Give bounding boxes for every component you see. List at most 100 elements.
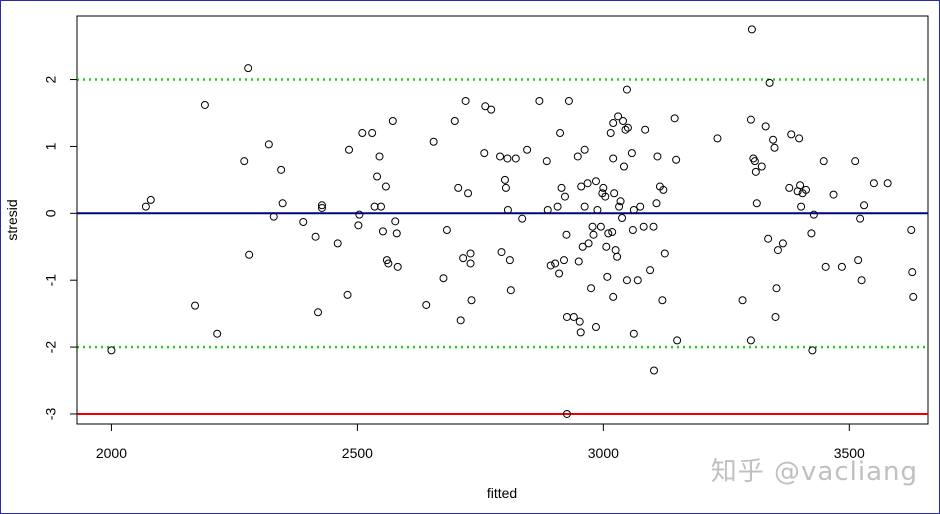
data-point xyxy=(854,256,863,265)
data-point xyxy=(354,221,363,230)
data-point xyxy=(591,323,600,332)
data-point xyxy=(609,292,618,301)
data-point xyxy=(535,96,544,105)
data-point xyxy=(523,145,532,154)
data-point xyxy=(807,229,816,238)
data-point xyxy=(609,154,618,163)
data-point xyxy=(673,336,682,345)
data-point xyxy=(575,317,584,326)
data-point xyxy=(596,222,605,231)
data-point xyxy=(553,202,562,211)
y-tick-label: 0 xyxy=(43,209,59,217)
data-point xyxy=(466,259,475,268)
data-point xyxy=(191,301,200,310)
data-point xyxy=(738,296,747,305)
data-point xyxy=(713,134,722,143)
data-point xyxy=(808,346,817,355)
data-point xyxy=(659,185,668,194)
data-point xyxy=(613,252,622,261)
x-tick-label: 2000 xyxy=(96,445,127,461)
data-point xyxy=(314,308,323,317)
data-point xyxy=(772,284,781,293)
data-point xyxy=(629,205,638,214)
data-point xyxy=(851,157,860,166)
data-point xyxy=(588,222,597,231)
data-point xyxy=(578,242,587,251)
data-point xyxy=(765,78,774,87)
data-point xyxy=(785,183,794,192)
data-point xyxy=(200,100,209,109)
data-point xyxy=(610,189,619,198)
data-point xyxy=(821,262,830,271)
data-point xyxy=(392,229,401,238)
y-axis-label: stresid xyxy=(4,199,20,240)
data-point xyxy=(461,96,470,105)
data-point xyxy=(658,296,667,305)
data-point xyxy=(770,143,779,152)
data-point xyxy=(213,329,222,338)
data-point xyxy=(487,105,496,114)
data-point xyxy=(311,232,320,241)
data-point xyxy=(345,145,354,154)
x-tick-label: 3500 xyxy=(834,445,865,461)
data-point xyxy=(278,199,287,208)
data-point xyxy=(555,269,564,278)
data-point xyxy=(505,256,514,265)
data-point xyxy=(672,155,681,164)
data-point xyxy=(500,175,509,184)
plot-area-box xyxy=(76,15,929,425)
data-point xyxy=(660,249,669,258)
data-point xyxy=(764,234,773,243)
data-point xyxy=(466,249,475,258)
data-point xyxy=(264,140,273,149)
data-point xyxy=(580,145,589,154)
data-point xyxy=(620,162,629,171)
data-point xyxy=(442,226,451,235)
data-point xyxy=(497,248,506,257)
data-point xyxy=(599,183,608,192)
data-point xyxy=(618,213,627,222)
data-point xyxy=(751,167,760,176)
data-point xyxy=(584,239,593,248)
data-point xyxy=(574,257,583,266)
data-point xyxy=(795,134,804,143)
data-point xyxy=(639,222,648,231)
data-point xyxy=(480,149,489,158)
x-tick-label: 2500 xyxy=(342,445,373,461)
data-point xyxy=(627,149,636,158)
data-point xyxy=(378,227,387,236)
data-point xyxy=(546,261,555,270)
data-point xyxy=(583,179,592,188)
data-point xyxy=(653,152,662,161)
data-point xyxy=(819,157,828,166)
data-point xyxy=(562,409,571,418)
data-point xyxy=(299,218,308,227)
data-point xyxy=(573,152,582,161)
data-point xyxy=(614,112,623,121)
data-point xyxy=(551,259,560,268)
data-point xyxy=(629,329,638,338)
data-point xyxy=(562,230,571,239)
data-point xyxy=(146,195,155,204)
data-point xyxy=(373,172,382,181)
data-point xyxy=(591,177,600,186)
data-point xyxy=(384,259,393,268)
data-point xyxy=(802,185,811,194)
data-point xyxy=(560,192,569,201)
data-point xyxy=(611,246,620,255)
data-point xyxy=(796,181,805,190)
data-point xyxy=(750,157,759,166)
data-point xyxy=(602,242,611,251)
data-point xyxy=(606,129,615,138)
data-point xyxy=(456,316,465,325)
data-point xyxy=(381,182,390,191)
data-point xyxy=(747,25,756,34)
data-point xyxy=(501,183,510,192)
x-tick-label: 3000 xyxy=(588,445,619,461)
data-point xyxy=(752,199,761,208)
data-point xyxy=(909,292,918,301)
data-point xyxy=(244,64,253,73)
data-point xyxy=(506,286,515,295)
data-point xyxy=(619,117,628,126)
